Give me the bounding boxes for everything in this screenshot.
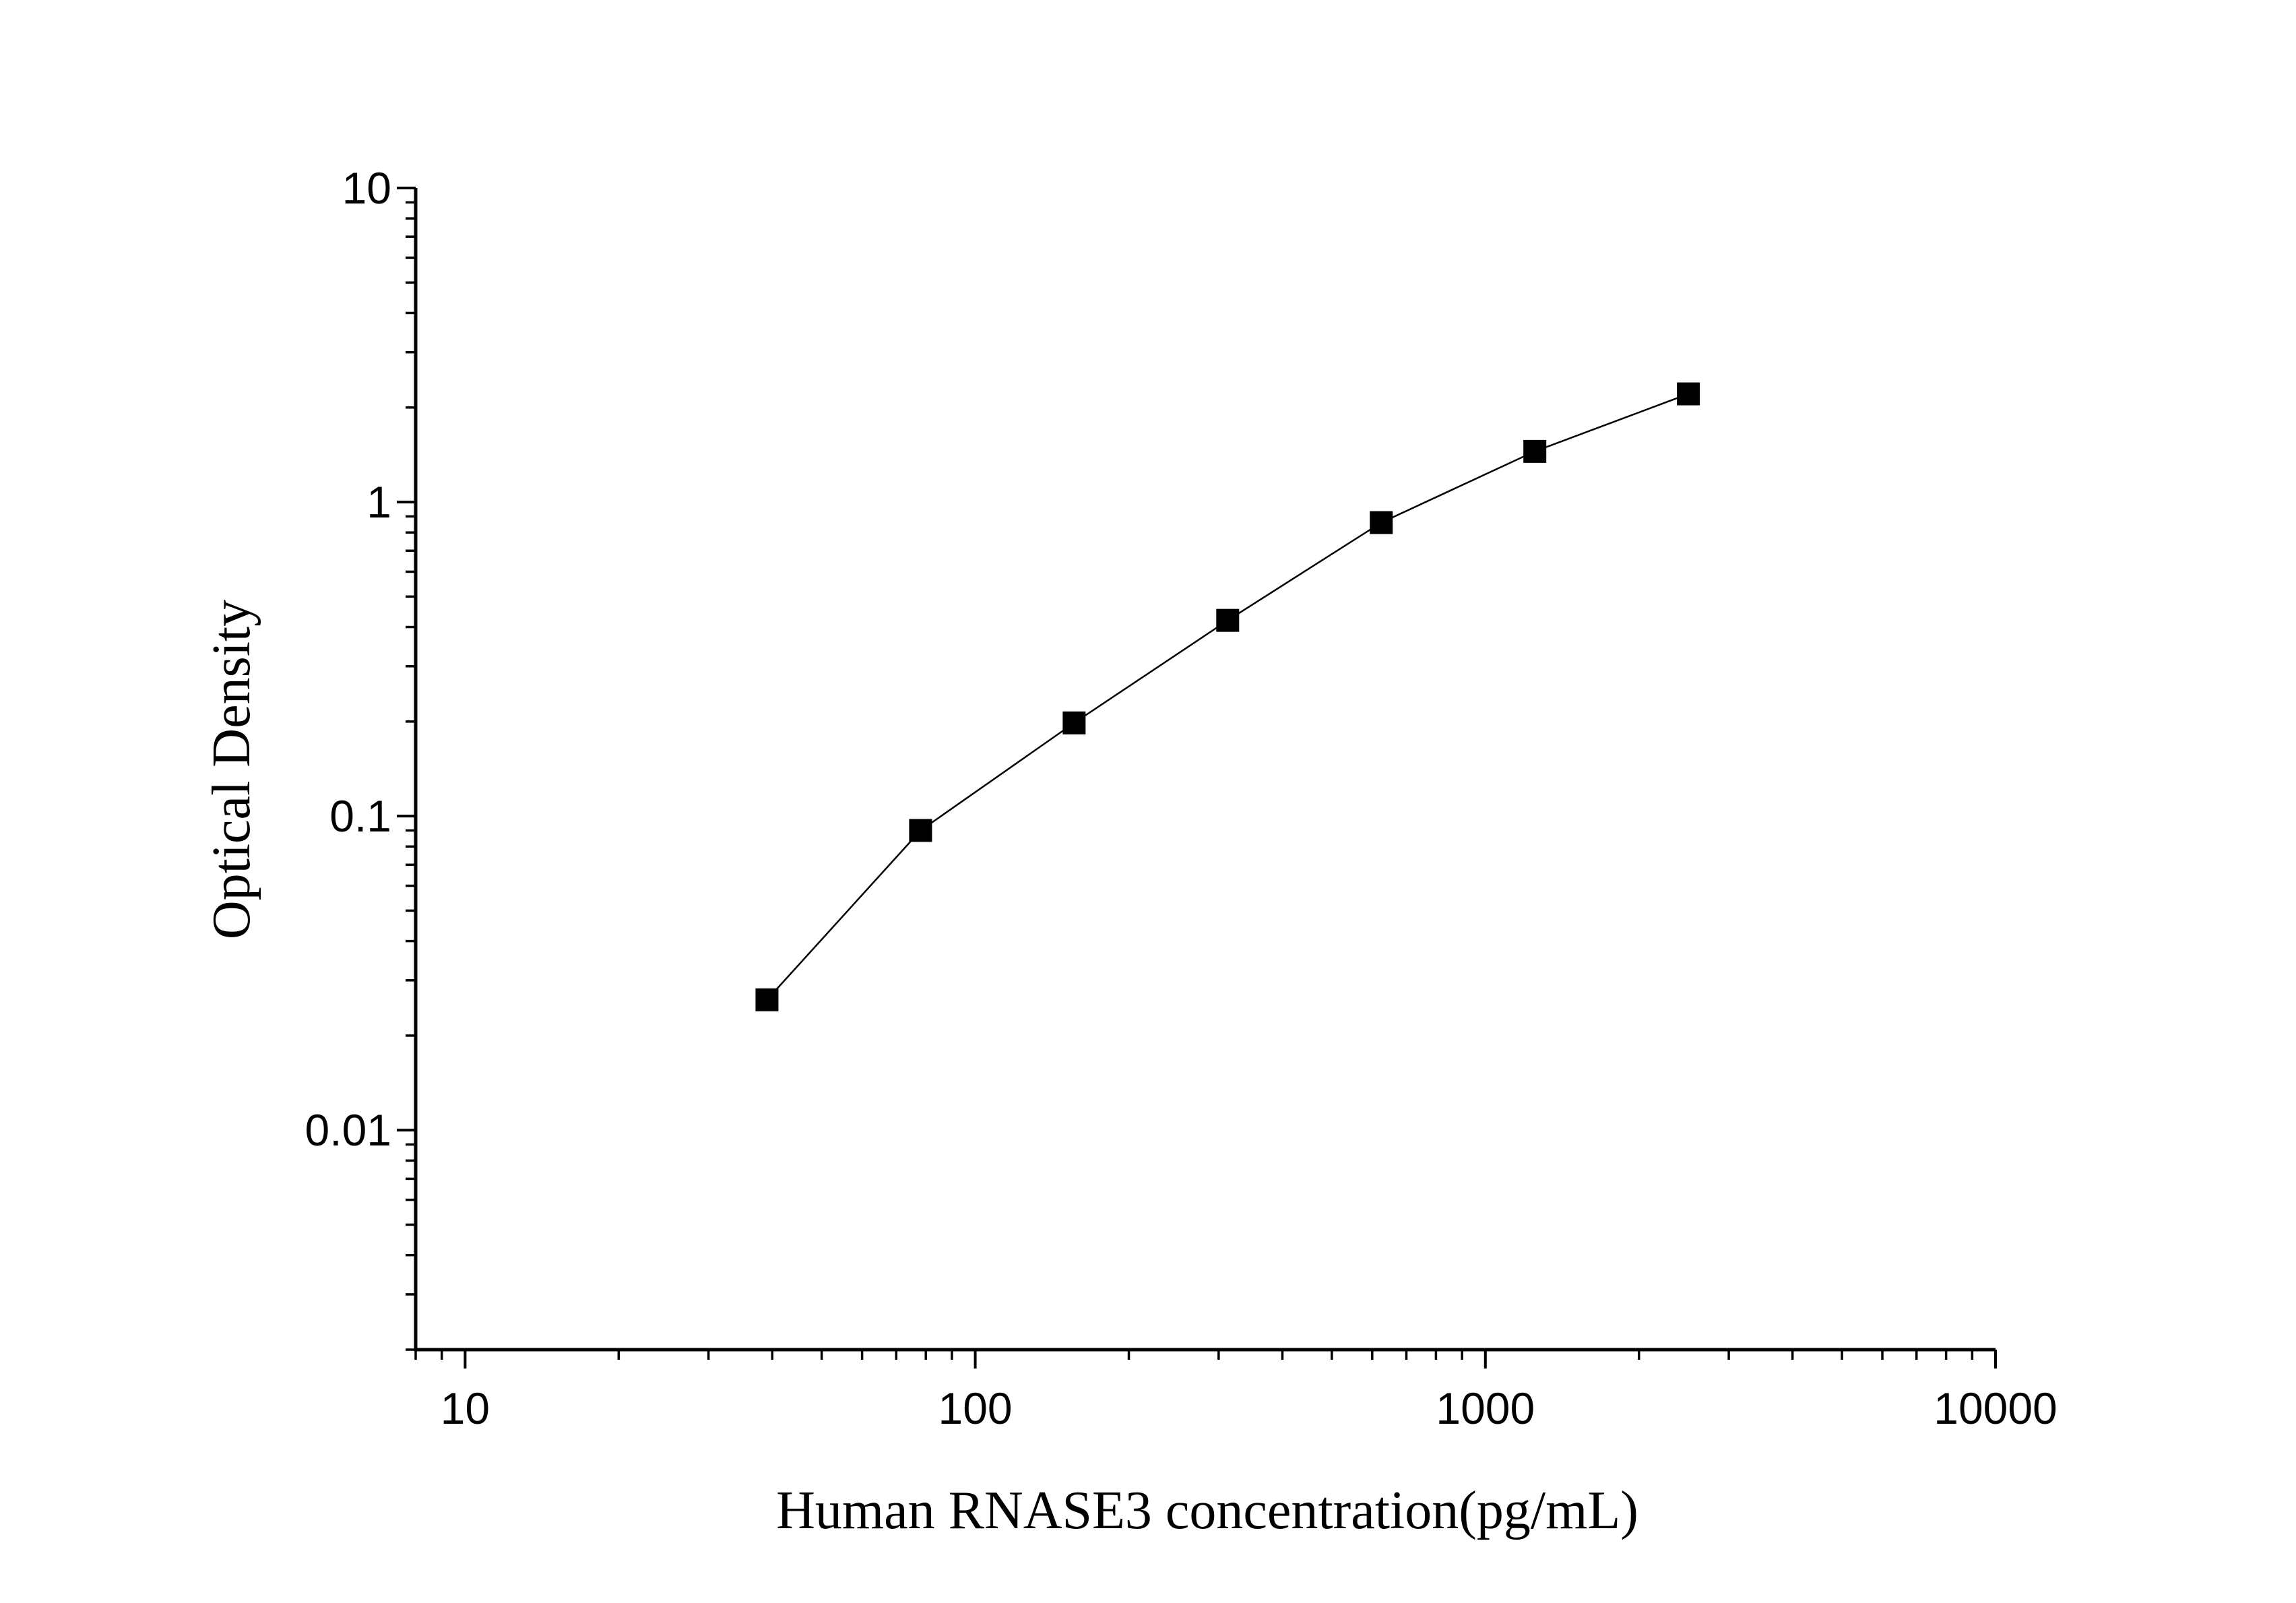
y-tick-label: 0.1 [329, 791, 391, 841]
data-point [1216, 608, 1240, 632]
x-tick-label: 10000 [1934, 1383, 2058, 1433]
x-tick-label: 10 [441, 1383, 490, 1433]
data-point [1523, 439, 1547, 463]
data-point [1370, 511, 1393, 534]
data-point [1062, 711, 1086, 734]
y-tick-label: 0.01 [305, 1105, 391, 1155]
y-tick-label: 1 [366, 477, 391, 527]
data-point [755, 988, 779, 1011]
series-line [766, 393, 1689, 1001]
data-point [909, 819, 932, 842]
x-tick-label: 100 [938, 1383, 1013, 1433]
x-axis-title: Human RNASE3 concentration(pg/mL) [776, 1481, 1638, 1540]
y-axis-title: Optical Density [202, 600, 261, 939]
y-tick-label: 10 [342, 163, 391, 213]
data-point [1677, 382, 1700, 406]
x-tick-label: 1000 [1436, 1383, 1535, 1433]
